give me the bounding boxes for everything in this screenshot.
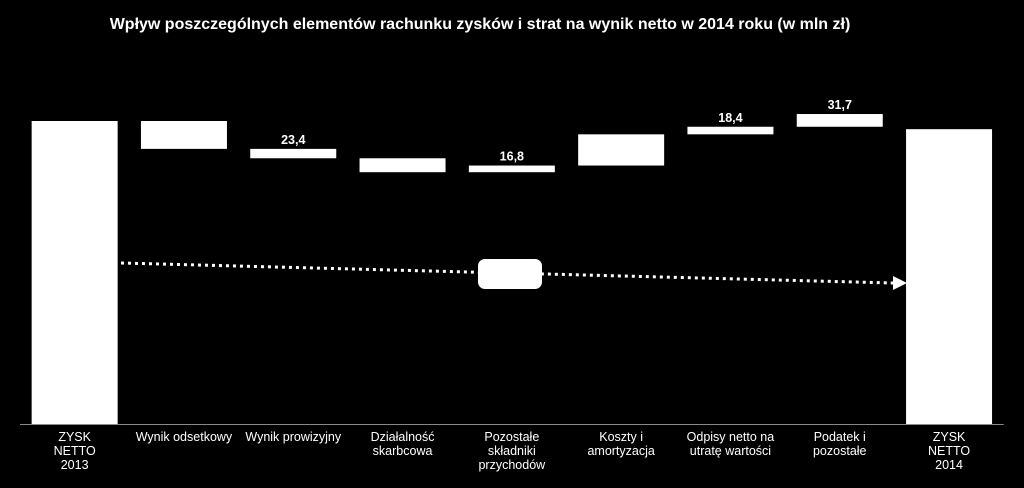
- data-labels-group: 23,4 16,8 18,4 31,7: [281, 98, 852, 164]
- bar-0: [31, 121, 118, 424]
- bar-4: [468, 165, 555, 173]
- trend-arrow-group: [120, 259, 907, 290]
- data-label-4: 16,8: [500, 150, 524, 164]
- category-label-8: ZYSK NETTO 2014: [928, 430, 970, 472]
- data-label-7: 31,7: [828, 98, 852, 112]
- category-label-1: Wynik odsetkowy: [136, 430, 233, 444]
- bar-6: [687, 126, 774, 135]
- bar-5: [578, 134, 665, 166]
- trend-arrow-head: [893, 276, 907, 290]
- category-label-4: Pozostałe składniki przychodów: [478, 430, 546, 472]
- category-label-3: Działalność skarbcowa: [371, 430, 435, 458]
- bar-3: [359, 158, 446, 173]
- category-label-0: ZYSK NETTO 2013: [54, 430, 96, 472]
- data-label-6: 18,4: [718, 111, 742, 125]
- category-label-6: Odpisy netto na utratę wartości: [687, 430, 775, 458]
- bars-group: [20, 114, 1004, 425]
- trend-value-box: [478, 259, 542, 289]
- category-labels-group: ZYSK NETTO 2013 Wynik odsetkowy Wynik prowiz…: [54, 430, 971, 472]
- bar-8: [906, 129, 993, 424]
- chart-title: Wpływ poszczególnych elementów rachunku …: [110, 16, 851, 33]
- bar-1: [140, 121, 227, 149]
- bar-2: [250, 148, 337, 159]
- category-label-2: Wynik prowizyjny: [245, 430, 341, 444]
- bar-7: [796, 114, 883, 127]
- category-label-7: Podatek i pozostałe: [813, 430, 867, 458]
- category-label-5: Koszty i amortyzacja: [587, 430, 654, 458]
- data-label-2: 23,4: [281, 133, 305, 147]
